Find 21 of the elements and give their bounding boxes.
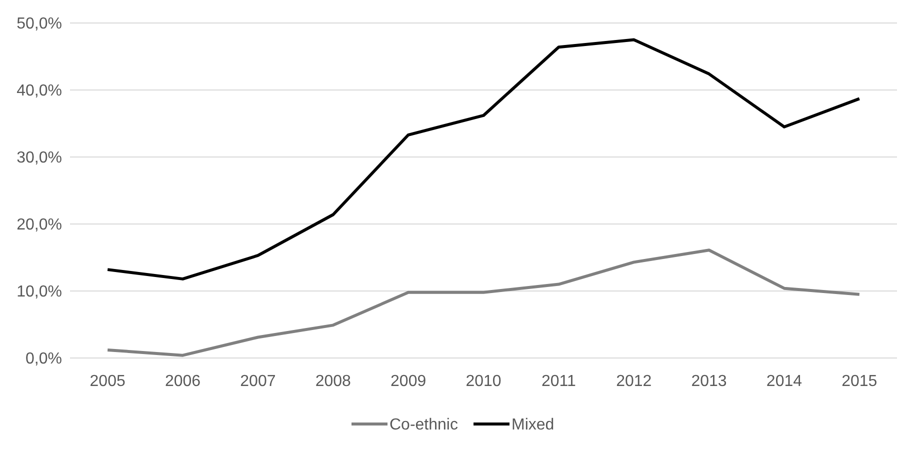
y-tick-label: 20,0% <box>16 216 62 234</box>
line-series <box>106 248 861 357</box>
x-tick-label: 2006 <box>164 373 201 390</box>
x-tick-label: 2014 <box>766 373 802 390</box>
legend-label: Mixed <box>512 416 554 434</box>
y-tick-label: 0,0% <box>26 350 62 368</box>
x-tick-label: 2012 <box>616 373 652 390</box>
line-series <box>106 38 861 280</box>
y-tick-label: 10,0% <box>16 284 62 301</box>
y-tick-label: 30,0% <box>16 150 62 167</box>
x-tick-label: 2005 <box>90 373 126 390</box>
x-tick-label: 2007 <box>240 373 276 390</box>
x-tick-label: 2015 <box>842 373 878 390</box>
x-tick-label: 2008 <box>315 373 352 390</box>
x-tick-label: 2013 <box>691 373 727 390</box>
legend-label: Co-ethnic <box>390 416 458 434</box>
y-tick-label: 50,0% <box>16 16 62 33</box>
y-tick-label: 40,0% <box>16 82 62 100</box>
x-tick-label: 2009 <box>390 373 426 390</box>
x-tick-label: 2011 <box>541 373 576 390</box>
x-tick-label: 2010 <box>466 373 502 390</box>
